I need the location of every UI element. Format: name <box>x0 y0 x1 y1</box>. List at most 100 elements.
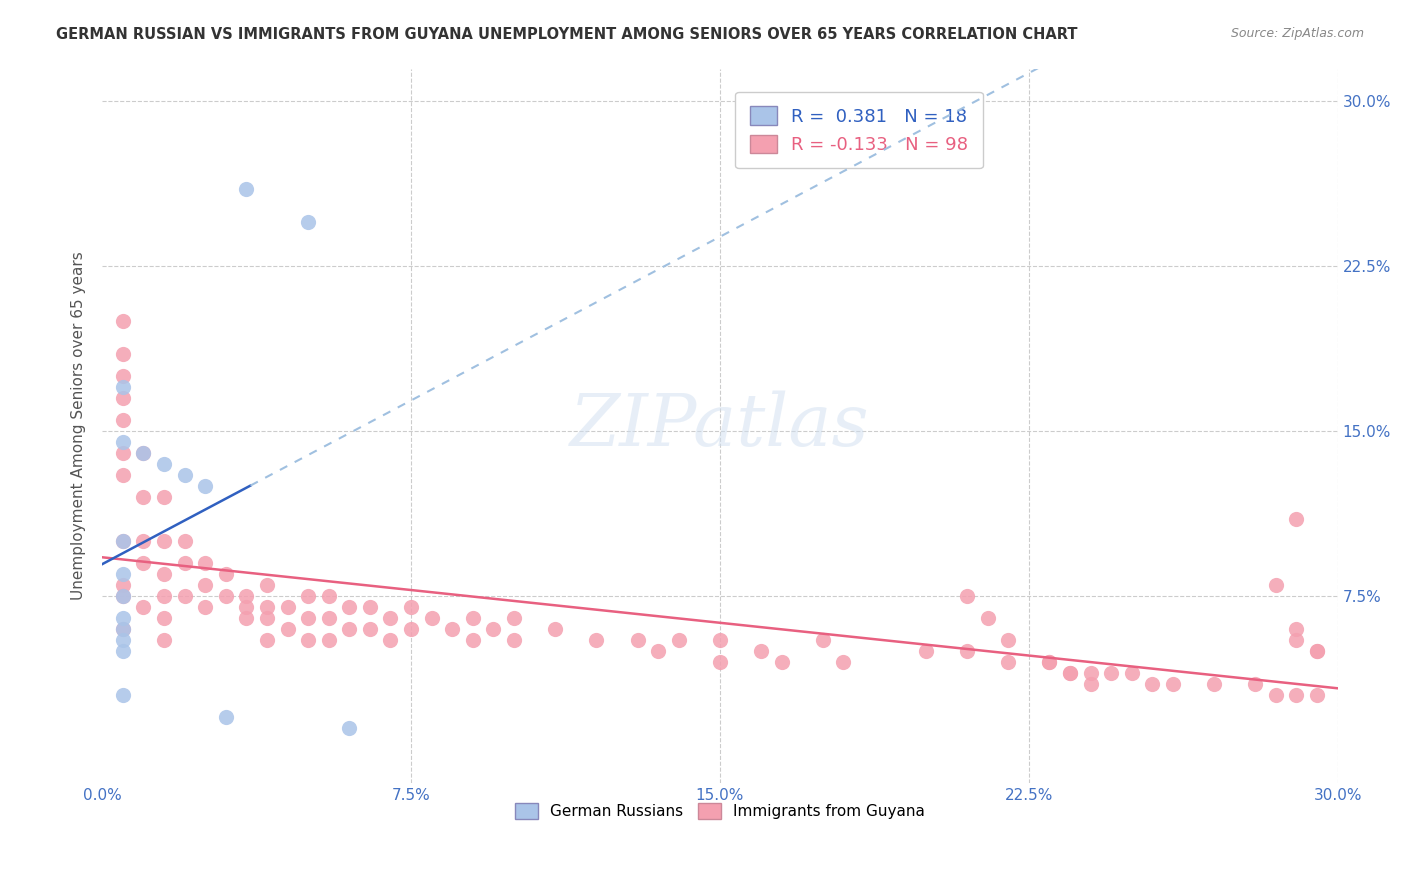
Point <box>194 600 217 615</box>
Point <box>997 633 1019 648</box>
Point <box>359 600 381 615</box>
Point <box>297 633 319 648</box>
Point <box>235 182 257 196</box>
Point <box>276 600 298 615</box>
Point <box>111 589 134 603</box>
Point <box>111 369 134 384</box>
Point <box>111 622 134 636</box>
Legend: German Russians, Immigrants from Guyana: German Russians, Immigrants from Guyana <box>509 797 931 825</box>
Point <box>811 633 834 648</box>
Point <box>399 622 422 636</box>
Point <box>503 611 526 625</box>
Point <box>256 633 278 648</box>
Point <box>173 556 195 570</box>
Point <box>318 633 340 648</box>
Point <box>153 490 176 504</box>
Point <box>111 413 134 427</box>
Point <box>111 644 134 658</box>
Point <box>1059 666 1081 681</box>
Point <box>173 534 195 549</box>
Point <box>215 710 238 724</box>
Point <box>668 633 690 648</box>
Point <box>1306 644 1329 658</box>
Point <box>276 622 298 636</box>
Point <box>111 534 134 549</box>
Point <box>1059 666 1081 681</box>
Point <box>544 622 567 636</box>
Point <box>111 633 134 648</box>
Point <box>215 567 238 582</box>
Point <box>235 600 257 615</box>
Point <box>380 633 402 648</box>
Point <box>111 534 134 549</box>
Point <box>153 589 176 603</box>
Point <box>173 589 195 603</box>
Point <box>256 578 278 592</box>
Point <box>420 611 443 625</box>
Point <box>585 633 607 648</box>
Point <box>153 457 176 471</box>
Point <box>997 655 1019 669</box>
Point <box>461 633 484 648</box>
Point <box>441 622 464 636</box>
Point <box>1285 633 1308 648</box>
Point <box>111 446 134 460</box>
Point <box>1099 666 1122 681</box>
Point <box>256 600 278 615</box>
Point <box>1306 688 1329 702</box>
Point <box>976 611 998 625</box>
Point <box>297 589 319 603</box>
Point <box>1080 677 1102 691</box>
Point <box>1306 644 1329 658</box>
Point <box>770 655 793 669</box>
Point <box>132 446 155 460</box>
Point <box>111 468 134 483</box>
Point <box>297 215 319 229</box>
Point <box>111 611 134 625</box>
Point <box>647 644 669 658</box>
Point <box>194 556 217 570</box>
Point <box>153 611 176 625</box>
Point <box>111 578 134 592</box>
Point <box>153 534 176 549</box>
Point <box>749 644 772 658</box>
Point <box>337 600 360 615</box>
Point <box>1285 622 1308 636</box>
Point <box>1285 512 1308 526</box>
Point <box>194 479 217 493</box>
Point <box>709 633 731 648</box>
Point <box>1121 666 1143 681</box>
Point <box>111 380 134 394</box>
Point <box>153 567 176 582</box>
Point <box>297 611 319 625</box>
Point <box>709 655 731 669</box>
Point <box>337 721 360 735</box>
Point <box>235 611 257 625</box>
Point <box>380 611 402 625</box>
Text: Source: ZipAtlas.com: Source: ZipAtlas.com <box>1230 27 1364 40</box>
Point <box>482 622 505 636</box>
Point <box>132 534 155 549</box>
Y-axis label: Unemployment Among Seniors over 65 years: Unemployment Among Seniors over 65 years <box>72 252 86 600</box>
Point <box>173 468 195 483</box>
Point <box>503 633 526 648</box>
Point <box>359 622 381 636</box>
Point <box>1080 666 1102 681</box>
Point <box>1264 688 1286 702</box>
Point <box>1142 677 1164 691</box>
Point <box>1038 655 1060 669</box>
Point <box>1244 677 1267 691</box>
Point <box>111 567 134 582</box>
Point <box>399 600 422 615</box>
Point <box>318 589 340 603</box>
Point <box>956 589 979 603</box>
Point <box>1038 655 1060 669</box>
Point <box>111 688 134 702</box>
Point <box>235 589 257 603</box>
Point <box>153 633 176 648</box>
Point <box>111 435 134 450</box>
Point <box>1161 677 1184 691</box>
Point <box>132 556 155 570</box>
Point <box>956 644 979 658</box>
Text: GERMAN RUSSIAN VS IMMIGRANTS FROM GUYANA UNEMPLOYMENT AMONG SENIORS OVER 65 YEAR: GERMAN RUSSIAN VS IMMIGRANTS FROM GUYANA… <box>56 27 1078 42</box>
